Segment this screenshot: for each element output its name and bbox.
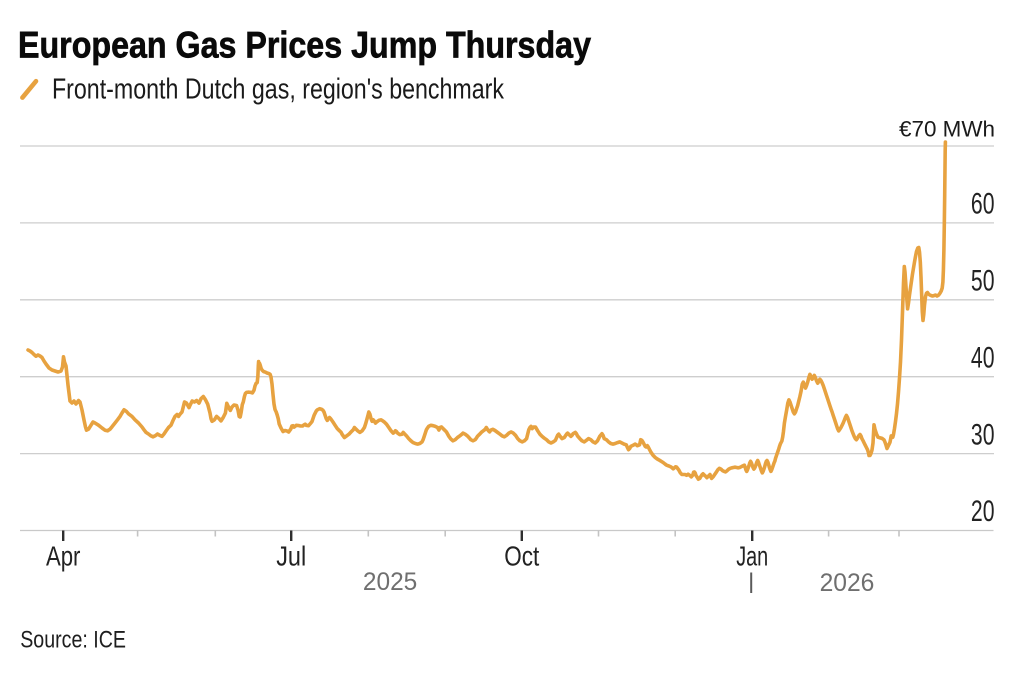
svg-text:Source: ICE: Source: ICE (20, 627, 126, 654)
svg-text:20: 20 (971, 495, 995, 528)
svg-text:40: 40 (971, 341, 995, 374)
svg-text:Jan: Jan (736, 540, 768, 571)
svg-text:2026: 2026 (820, 569, 875, 597)
svg-text:€70 MWh: €70 MWh (899, 117, 995, 142)
svg-text:50: 50 (971, 265, 995, 298)
svg-text:30: 30 (971, 418, 995, 451)
svg-text:Oct: Oct (504, 540, 539, 571)
svg-text:2025: 2025 (363, 568, 417, 596)
svg-text:60: 60 (971, 188, 995, 221)
svg-text:Jul: Jul (276, 540, 306, 571)
svg-text:European Gas Prices Jump Thurs: European Gas Prices Jump Thursday (18, 25, 591, 66)
svg-text:Apr: Apr (46, 540, 81, 571)
svg-text:Front-month Dutch gas, region': Front-month Dutch gas, region's benchmar… (52, 73, 504, 105)
